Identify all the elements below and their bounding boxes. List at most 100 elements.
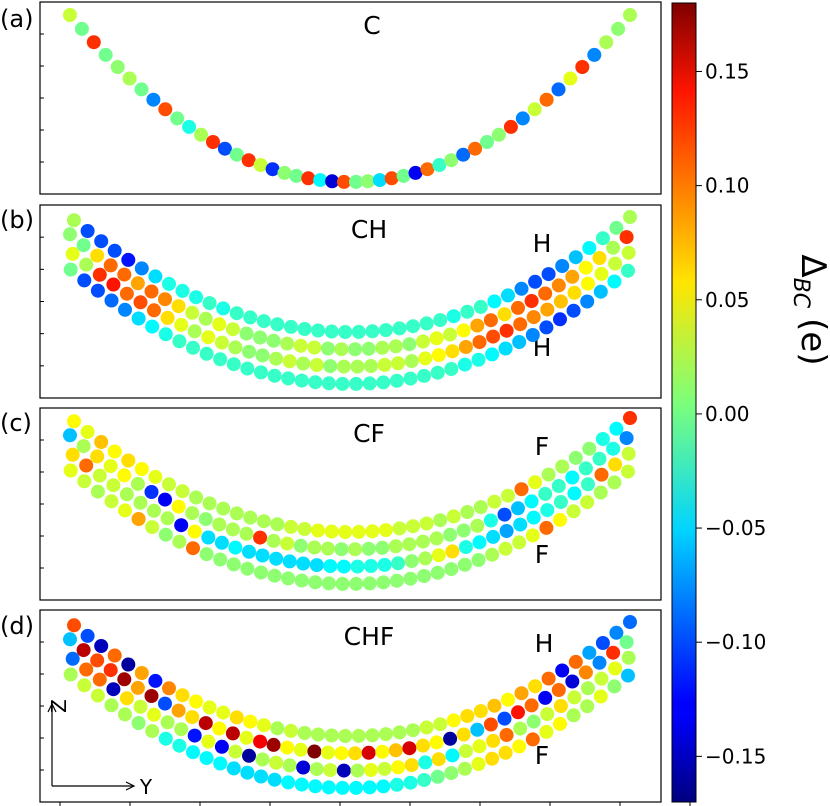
data-point (485, 547, 500, 562)
data-point (473, 299, 488, 314)
data-point (419, 316, 434, 331)
data-point (63, 463, 78, 478)
data-point (265, 162, 280, 177)
data-point (225, 726, 240, 741)
data-point (349, 576, 364, 591)
data-point (513, 721, 528, 736)
data-point (619, 230, 634, 245)
data-point (104, 494, 119, 509)
data-point (429, 735, 444, 750)
data-point (282, 354, 297, 369)
data-point (202, 496, 217, 511)
data-point (134, 666, 149, 680)
data-point (65, 246, 80, 261)
data-point (67, 618, 81, 633)
data-point (539, 724, 554, 739)
data-point (350, 763, 365, 778)
data-point (297, 322, 312, 336)
panel-title: CF (353, 419, 385, 448)
data-point (297, 522, 312, 536)
data-point (555, 663, 570, 678)
data-point (350, 359, 365, 374)
data-point (130, 680, 145, 695)
data-point (444, 562, 459, 577)
data-point (578, 665, 593, 680)
data-point (607, 679, 622, 694)
data-point (212, 721, 227, 736)
data-point (524, 698, 539, 713)
data-point (594, 671, 609, 686)
data-point (389, 573, 404, 588)
data-point (551, 82, 566, 97)
data-point (538, 690, 553, 705)
panel-a: (a) C (0, 1, 662, 195)
data-point (553, 495, 568, 509)
data-point (308, 779, 323, 794)
data-point (94, 639, 109, 653)
data-point (172, 534, 187, 549)
data-point (364, 359, 378, 373)
data-point (334, 542, 349, 557)
data-point (270, 721, 285, 736)
data-point (63, 8, 77, 22)
data-point (497, 307, 512, 322)
data-point (185, 710, 200, 725)
data-point (189, 694, 204, 709)
data-point (623, 615, 637, 629)
data-point (214, 335, 229, 350)
data-point (336, 359, 351, 374)
data-point (267, 368, 282, 383)
data-point (376, 375, 391, 390)
data-point (499, 728, 514, 742)
panel-title: CHF (344, 622, 395, 651)
panel-points (63, 411, 637, 591)
data-point (498, 745, 513, 760)
data-point (433, 513, 448, 528)
data-point (593, 689, 608, 704)
data-point (147, 707, 161, 722)
data-point (511, 705, 525, 720)
data-point (348, 342, 363, 357)
data-point (63, 227, 77, 242)
data-point (117, 267, 132, 282)
data-point (107, 243, 122, 258)
data-point (563, 71, 578, 86)
data-point (621, 668, 635, 683)
data-point (76, 238, 91, 253)
data-point (277, 165, 292, 180)
data-point (362, 780, 377, 795)
data-point (540, 503, 555, 518)
data-point (388, 743, 403, 758)
data-point (568, 450, 583, 465)
data-point (539, 92, 554, 107)
data-point (335, 780, 350, 795)
colorbar-gradient (671, 2, 697, 803)
side-label-bottom: F (535, 741, 549, 770)
data-point (201, 530, 216, 545)
data-point (171, 499, 186, 514)
data-point (172, 738, 187, 753)
data-point (553, 312, 567, 327)
data-point (445, 544, 460, 559)
data-point (365, 524, 380, 539)
data-point (194, 127, 209, 142)
colorbar-tick-label: −0.05 (705, 516, 766, 540)
data-point (187, 728, 202, 743)
data-point (118, 707, 132, 722)
data-point (182, 119, 197, 134)
data-point (621, 650, 636, 665)
data-point (267, 772, 282, 787)
data-point (307, 744, 322, 759)
data-point (541, 467, 556, 482)
colorbar-label-symbol: Δ (793, 254, 830, 277)
data-point (337, 174, 351, 189)
data-point (593, 485, 608, 500)
data-point (470, 318, 485, 333)
data-point (121, 657, 136, 672)
data-point (80, 424, 95, 439)
data-point (567, 285, 582, 300)
data-point (336, 763, 351, 778)
data-point (512, 335, 527, 349)
data-point (619, 635, 634, 650)
data-point (225, 522, 240, 537)
